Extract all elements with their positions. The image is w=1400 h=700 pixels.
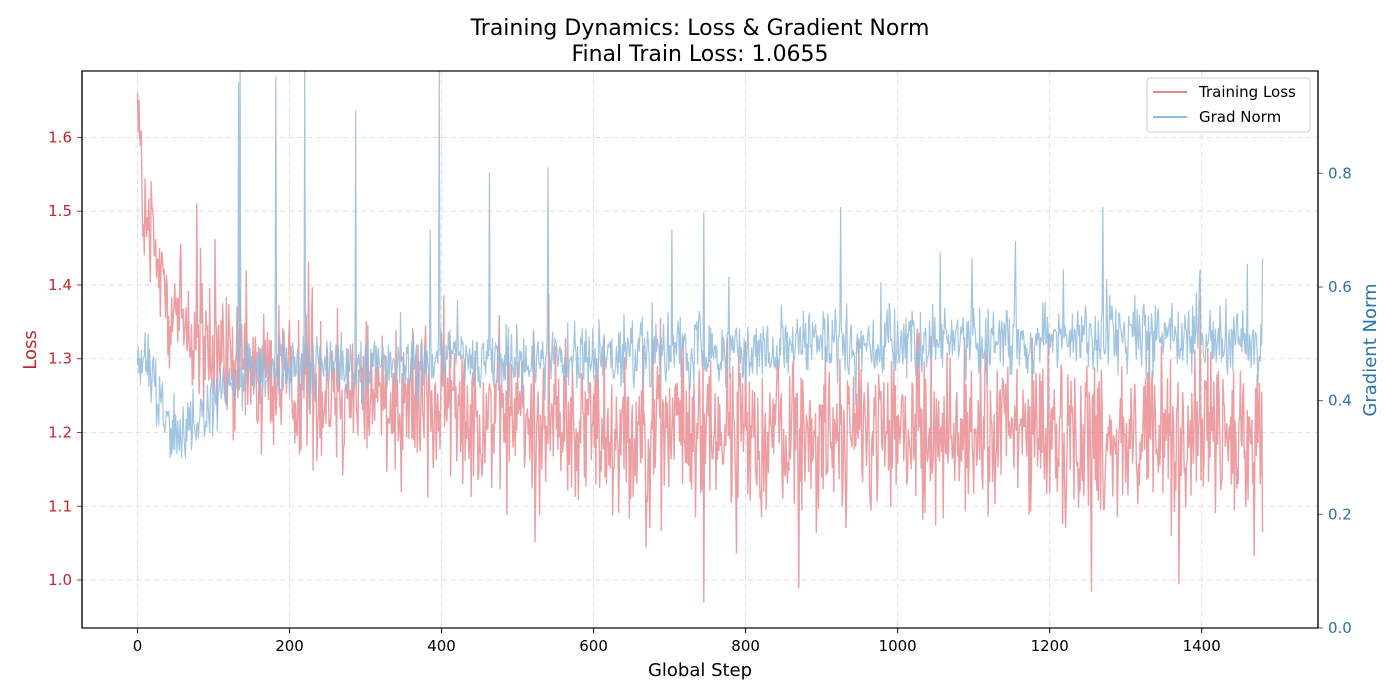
series-layer xyxy=(136,70,1264,603)
chart-title: Training Dynamics: Loss & Gradient Norm xyxy=(470,16,930,41)
x-tick-label: 200 xyxy=(275,637,304,655)
y-right-tick-label: 0.6 xyxy=(1328,278,1352,296)
x-tick-label: 600 xyxy=(579,637,608,655)
x-axis: 0 200 400 600 800 1000 1200 1400 xyxy=(133,628,1221,655)
x-tick-label: 1400 xyxy=(1183,637,1221,655)
y-axis-right-title: Gradient Norm xyxy=(1360,283,1381,416)
x-tick-label: 1000 xyxy=(879,637,917,655)
y-left-tick-label: 1.2 xyxy=(48,423,72,441)
x-axis-title: Global Step xyxy=(648,660,752,681)
chart-subtitle: Final Train Loss: 1.0655 xyxy=(571,42,828,67)
x-tick-label: 400 xyxy=(427,637,456,655)
y-axis-right: 0.0 0.2 0.4 0.6 0.8 xyxy=(1317,71,1352,637)
y-left-tick-label: 1.1 xyxy=(48,497,72,515)
series-line-training-loss xyxy=(136,93,1264,603)
x-tick-label: 1200 xyxy=(1031,637,1069,655)
x-tick-label: 0 xyxy=(133,637,143,655)
legend: Training Loss Grad Norm xyxy=(1146,77,1311,133)
series-line-grad-norm xyxy=(136,70,1264,459)
legend-box xyxy=(1146,77,1311,133)
legend-label-grad-norm: Grad Norm xyxy=(1199,108,1281,126)
y-axis-left-title: Loss xyxy=(20,330,41,369)
y-left-tick-label: 1.0 xyxy=(48,571,72,589)
y-axis-left: 1.0 1.1 1.2 1.3 1.4 1.5 1.6 xyxy=(48,71,83,628)
y-right-tick-label: 0.8 xyxy=(1328,164,1352,182)
legend-label-training-loss: Training Loss xyxy=(1198,83,1296,101)
y-left-tick-label: 1.3 xyxy=(48,350,72,368)
y-left-tick-label: 1.4 xyxy=(48,276,72,294)
y-right-tick-label: 0.4 xyxy=(1328,392,1352,410)
y-right-tick-label: 0.2 xyxy=(1328,505,1352,523)
y-left-tick-label: 1.5 xyxy=(48,202,72,220)
x-tick-label: 800 xyxy=(731,637,760,655)
y-left-tick-label: 1.6 xyxy=(48,128,72,146)
y-right-tick-label: 0.0 xyxy=(1328,619,1352,637)
